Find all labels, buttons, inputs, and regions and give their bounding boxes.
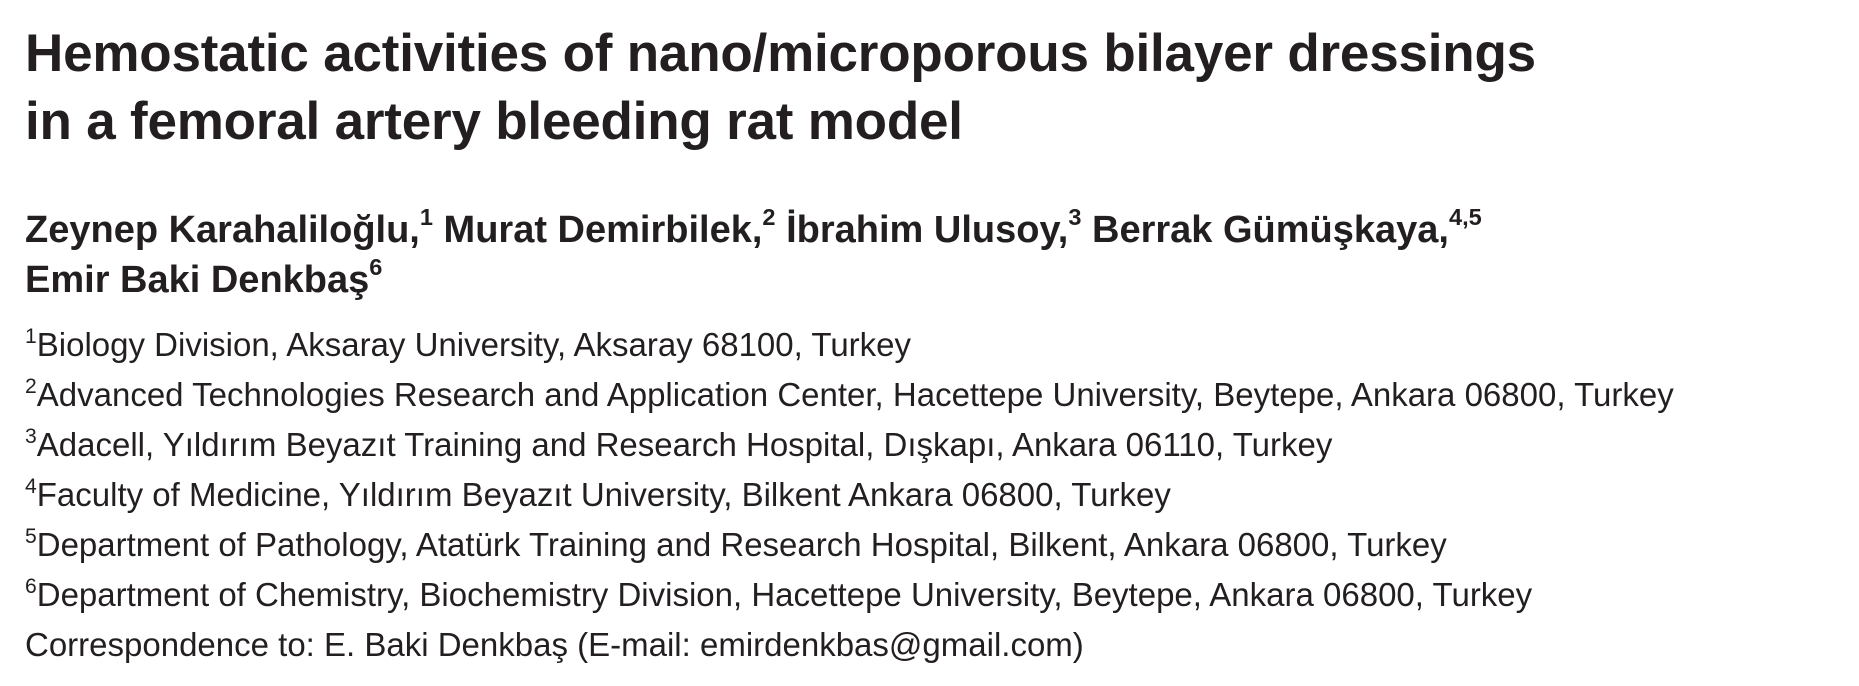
author-line-2: Emir Baki Denkbaş6 xyxy=(25,255,1835,305)
affiliation-item: 6Department of Chemistry, Biochemistry D… xyxy=(25,570,1845,620)
affiliation-mark: 6 xyxy=(25,575,37,599)
affiliation-item: 3Adacell, Yıldırım Beyazıt Training and … xyxy=(25,420,1845,470)
affiliation-list: 1Biology Division, Aksaray University, A… xyxy=(25,320,1845,620)
author-name: Zeynep Karahaliloğlu, xyxy=(25,209,420,251)
correspondence-line: Correspondence to: E. Baki Denkbaş (E-ma… xyxy=(25,620,1084,670)
affiliation-mark: 4 xyxy=(25,475,37,499)
author-name: Murat Demirbilek, xyxy=(443,209,763,251)
author-affiliation-mark: 4,5 xyxy=(1449,204,1482,231)
affiliation-text: Department of Chemistry, Biochemistry Di… xyxy=(36,576,1533,613)
author-line-1: Zeynep Karahaliloğlu,1 Murat Demirbilek,… xyxy=(25,205,1835,255)
author-name: Berrak Gümüşkaya, xyxy=(1092,209,1449,251)
affiliation-item: 4Faculty of Medicine, Yıldırım Beyazıt U… xyxy=(25,470,1845,520)
correspondence-prefix: Correspondence to: E. Baki Denkbaş (E-ma… xyxy=(25,626,700,663)
author-name: Emir Baki Denkbaş xyxy=(25,259,370,301)
affiliation-text: Faculty of Medicine, Yıldırım Beyazıt Un… xyxy=(36,476,1171,513)
affiliation-item: 5Department of Pathology, Atatürk Traini… xyxy=(25,520,1845,570)
author-4: Berrak Gümüşkaya,4,5 xyxy=(1092,205,1482,251)
affiliation-text: Adacell, Yıldırım Beyazıt Training and R… xyxy=(36,426,1333,463)
affiliation-mark: 2 xyxy=(25,375,37,399)
author-affiliation-mark: 6 xyxy=(369,254,383,281)
title-line-2: in a femoral artery bleeding rat model xyxy=(25,92,963,151)
author-affiliation-mark: 3 xyxy=(1068,204,1082,231)
title-line-1: Hemostatic activities of nano/microporou… xyxy=(25,24,1536,83)
affiliation-item: 2Advanced Technologies Research and Appl… xyxy=(25,370,1845,420)
author-affiliation-mark: 2 xyxy=(762,204,776,231)
affiliation-mark: 1 xyxy=(25,325,37,349)
author-name: İbrahim Ulusoy, xyxy=(786,209,1069,251)
correspondence-email-link[interactable]: emirdenkbas@gmail.com xyxy=(699,626,1073,663)
affiliation-text: Department of Pathology, Atatürk Trainin… xyxy=(36,526,1447,563)
author-5: Emir Baki Denkbaş6 xyxy=(25,255,382,301)
author-3: İbrahim Ulusoy,3 xyxy=(786,205,1081,251)
affiliation-mark: 5 xyxy=(25,525,37,549)
correspondence-suffix: ) xyxy=(1072,626,1084,663)
author-list: Zeynep Karahaliloğlu,1 Murat Demirbilek,… xyxy=(25,205,1835,305)
author-2: Murat Demirbilek,2 xyxy=(443,205,776,251)
affiliation-text: Advanced Technologies Research and Appli… xyxy=(36,376,1674,413)
author-1: Zeynep Karahaliloğlu,1 xyxy=(25,205,433,251)
affiliation-mark: 3 xyxy=(25,425,37,449)
author-affiliation-mark: 1 xyxy=(419,204,433,231)
affiliation-item: 1Biology Division, Aksaray University, A… xyxy=(25,320,1845,370)
affiliation-text: Biology Division, Aksaray University, Ak… xyxy=(36,326,912,363)
paper-title: Hemostatic activities of nano/microporou… xyxy=(25,20,1835,156)
